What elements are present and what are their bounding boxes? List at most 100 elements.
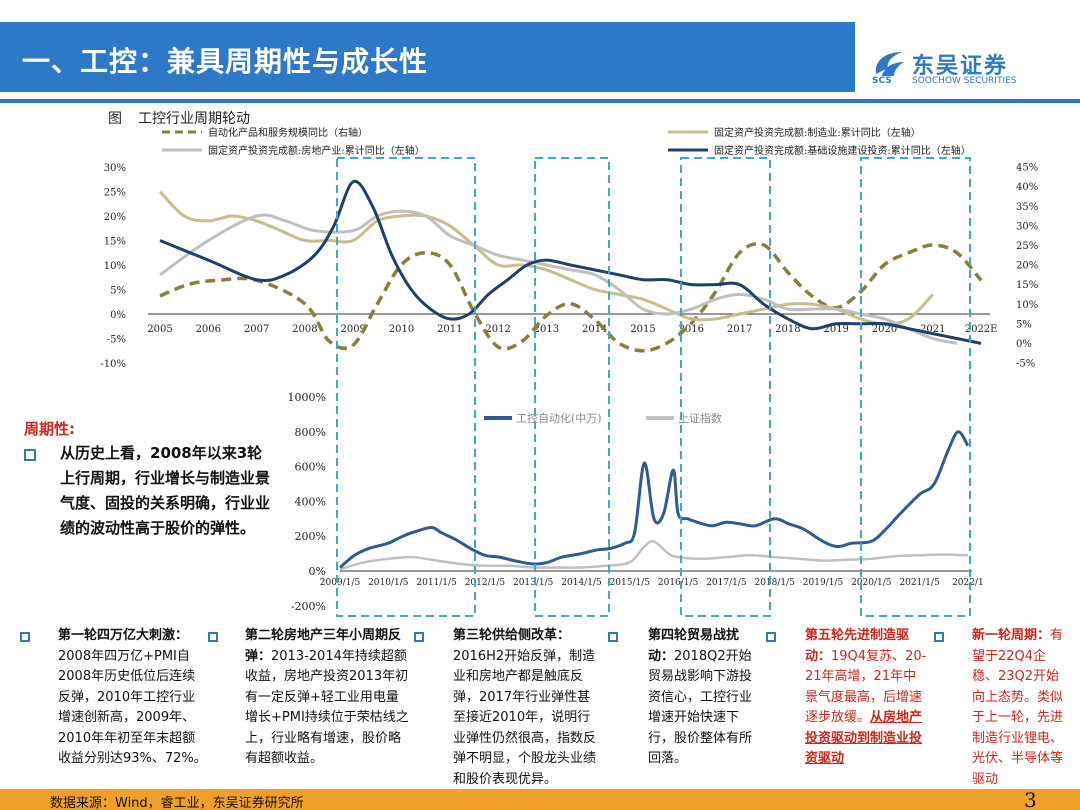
data-source: 数据来源：Wind，睿工业，东吴证券研究所: [50, 796, 304, 810]
bottom-y-tick-label: -200%: [291, 600, 326, 613]
logo-text: 东吴证券: [912, 54, 1009, 79]
bottom-x-tick-label: 2009/1/5: [320, 578, 361, 588]
x-tick-label: 2016: [679, 324, 704, 335]
figure-caption: 图工控行业周期轮动: [108, 108, 250, 128]
figure-caption-text: 工控行业周期轮动: [138, 111, 250, 127]
x-tick-label: 2006: [196, 324, 221, 335]
top-legend: 自动化产品和服务规模同比（右轴） 固定资产投资完成额:房地产业:累计同比（左轴）…: [162, 126, 971, 157]
right-tick-label: 10%: [1016, 300, 1038, 311]
bottom-series-line-1: [339, 539, 968, 571]
bottom-y-tick-label: 400%: [295, 495, 326, 508]
cycle-line-chart: 自动化产品和服务规模同比（右轴） 固定资产投资完成额:房地产业:累计同比（左轴）…: [100, 126, 1038, 370]
x-tick-label: 2019: [823, 324, 848, 335]
x-tick-label: 2008: [292, 324, 317, 335]
x-tick-label: 2022E: [965, 324, 998, 335]
right-tick-label: -5%: [1016, 359, 1035, 370]
bottom-x-tick-label: 2011/1/5: [416, 578, 457, 588]
annotation-round-2-title: 第二轮房地产三年小周期反弹：: [245, 628, 402, 664]
bullet-icon: [608, 632, 618, 642]
bottom-x-tick-label: 2019/1/5: [803, 578, 844, 588]
footer-bar: [0, 789, 1080, 810]
right-axis-ticks: 45% 40% 35% 30% 25% 20% 15% 10% 5% 0% -5%: [1016, 163, 1038, 370]
x-tick-label: 2007: [244, 324, 269, 335]
bullet-icon: [20, 632, 30, 642]
right-tick-label: 40%: [1016, 182, 1038, 193]
right-tick-label: 25%: [1016, 241, 1038, 252]
bottom-series-group: [339, 430, 970, 571]
page-title: 一、工控：兼具周期性与成长性: [22, 45, 429, 78]
annotation-round-4: 第四轮贸易战扰动：2018Q2开始贸易战影响下游投资信心，工控行业增速开始快速下…: [648, 626, 758, 770]
logo-english: SOOCHOW SECURITIES: [912, 76, 1017, 86]
legend-label-realestate: 固定资产投资完成额:房地产业:累计同比（左轴）: [208, 144, 425, 157]
bottom-y-tick-label: 200%: [295, 530, 326, 543]
periodicity-text: 从历史上看，2008年以来3轮上行周期，行业增长与制造业景气度、固投的关系明确，…: [60, 444, 271, 537]
bottom-series-line-0: [339, 430, 970, 569]
bottom-x-tick-label: 2014/1/5: [561, 578, 602, 588]
cycle-box-1: [336, 157, 476, 617]
company-logo: 东吴证券 SCS SOOCHOW SECURITIES: [872, 46, 1042, 86]
x-tick-label: 2012: [485, 324, 510, 335]
bottom-x-axis-ticks: 2009/1/5 2010/1/5 2011/1/5 2012/1/5 2013/1/5…: [320, 578, 984, 588]
cycle-box-4: [860, 157, 971, 617]
x-tick-label: 2005: [147, 324, 172, 335]
annotation-round-5: 第五轮先进制造驱动：19Q4复苏、20-21年高增，21年中景气度最高，后增速逐…: [805, 626, 927, 770]
bottom-y-tick-label: 0%: [309, 565, 326, 578]
annotation-new-cycle-body: 有望于22Q4企稳、23Q2开始向上态势。类似于上一轮，先进制造行业锂电、光伏、…: [972, 628, 1064, 787]
bottom-x-tick-label: 2013/1/5: [513, 578, 554, 588]
index-line-chart: 1000% 800% 600% 400% 200% 0% -200% 2009/1/5 201…: [288, 391, 984, 613]
x-tick-label: 2013: [534, 324, 559, 335]
left-tick-label: 20%: [104, 212, 126, 223]
bottom-x-tick-label: 2017/1/5: [706, 578, 747, 588]
legend-label-automation-index: 工控自动化(中万): [516, 411, 602, 425]
legend-label-shanghai-index: 上证指数: [678, 411, 722, 425]
right-tick-label: 45%: [1016, 163, 1038, 174]
left-axis-ticks: 30% 25% 20% 15% 10% 5% 0% -5% -10%: [100, 163, 126, 370]
bottom-y-tick-label: 600%: [295, 461, 326, 474]
logo-mark-icon: [875, 52, 904, 76]
bottom-x-tick-label: 2020/1/5: [851, 578, 892, 588]
left-tick-label: -5%: [107, 335, 126, 346]
annotation-round-3-title: 第三轮供给侧改革：: [453, 628, 571, 643]
annotation-round-5-tail: 从房地产投资驱动到制造业投资驱动: [805, 710, 923, 766]
periodicity-title: 周期性:: [24, 420, 75, 438]
annotation-round-1-title: 第一轮四万亿大刺激：: [58, 628, 189, 643]
bottom-y-tick-label: 800%: [295, 426, 326, 439]
annotation-round-2: 第二轮房地产三年小周期反弹：2013-2014年持续超额收益，房地产投资2013…: [245, 626, 410, 770]
annotation-round-2-body: 2013-2014年持续超额收益，房地产投资2013年初有一定反弹+轻工业用电量…: [245, 648, 409, 767]
left-tick-label: 15%: [104, 237, 126, 248]
bottom-x-tick-label: 2022/1: [952, 578, 984, 588]
figure-tag: 图: [108, 111, 122, 127]
x-tick-label: 2011: [437, 324, 462, 335]
left-tick-label: 5%: [110, 286, 126, 297]
title-band: [0, 22, 855, 92]
top-series-group: [158, 179, 983, 353]
right-tick-label: 30%: [1016, 221, 1038, 232]
cycle-box-2: [534, 157, 610, 617]
legend-label-manufacturing: 固定资产投资完成额:制造业:累计同比（左轴）: [714, 126, 921, 139]
annotation-round-4-body: 2018Q2开始贸易战影响下游投资信心，工控行业增速开始快速下行，股价整体有所回…: [648, 648, 753, 767]
annotation-round-3: 第三轮供给侧改革： 2016H2开始反弹，制造业和房地产都是触底反弹，2017年行…: [453, 626, 603, 790]
cycle-box-3: [680, 157, 771, 617]
annotation-round-3-body: 2016H2开始反弹，制造业和房地产都是触底反弹，2017年行业弹性甚至接近20…: [453, 648, 597, 787]
periodicity-bullet-icon: [24, 449, 36, 461]
series-line-2: [159, 209, 958, 345]
x-axis-ticks: 2005 2006 2007 2008 2009 2010 2011 2012 2013 2014…: [147, 324, 997, 335]
bullet-icon: [414, 632, 424, 642]
right-tick-label: 15%: [1016, 280, 1038, 291]
bottom-y-tick-label: 1000%: [288, 391, 326, 404]
title-divider: [0, 99, 1080, 103]
x-tick-label: 2017: [727, 324, 752, 335]
annotation-round-5-title: 第五轮先进制造驱动：: [805, 628, 910, 664]
right-tick-label: 0%: [1016, 339, 1032, 350]
left-tick-label: -10%: [100, 359, 126, 370]
annotation-round-4-title: 第四轮贸易战扰动：: [648, 628, 740, 664]
legend-label-automation: 自动化产品和服务规模同比（右轴）: [208, 126, 368, 139]
series-line-0: [159, 241, 983, 353]
bottom-y-axis-ticks: 1000% 800% 600% 400% 200% 0% -200%: [288, 391, 326, 613]
annotation-round-1: 第一轮四万亿大刺激： 2008年四万亿+PMI自2008年历史低位后连续反弹，20…: [58, 626, 208, 770]
bullet-icon: [208, 632, 218, 642]
bottom-legend: 工控自动化(中万) 上证指数: [484, 411, 722, 425]
series-line-3: [159, 179, 982, 345]
right-tick-label: 5%: [1016, 319, 1032, 330]
